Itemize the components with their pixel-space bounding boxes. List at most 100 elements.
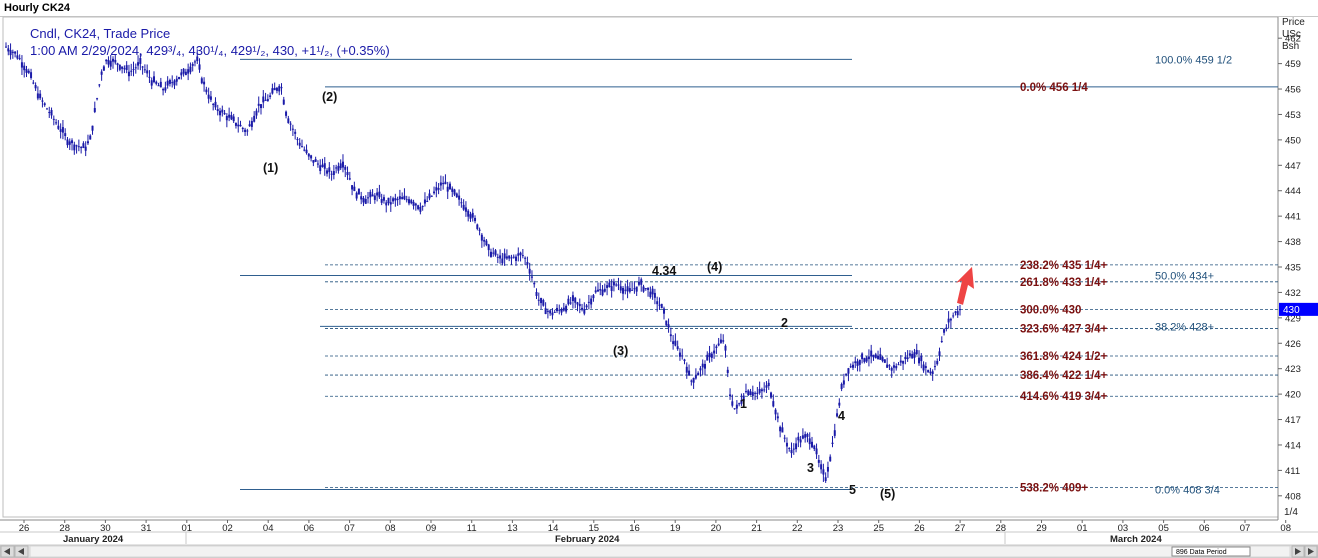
- fib-label: 323.6% 427 3/4+: [1020, 323, 1108, 335]
- scroll-left-button[interactable]: [0, 545, 15, 558]
- candle-body: [419, 207, 422, 212]
- candle-body: [831, 442, 834, 444]
- candle-body: [112, 58, 115, 62]
- horizontal-scrollbar[interactable]: 896 Data Period: [0, 544, 1318, 558]
- candle-body: [722, 340, 725, 342]
- candle-body: [811, 441, 814, 448]
- candle-body: [774, 409, 777, 415]
- candle-body: [640, 279, 643, 285]
- candle-body: [749, 391, 752, 395]
- data-period-label: 896 Data Period: [1176, 549, 1227, 556]
- candle-body: [845, 373, 848, 375]
- wave-label: 4.34: [652, 264, 676, 278]
- current-price-marker: 430: [1279, 302, 1318, 316]
- x-tick-label: 14: [548, 523, 559, 534]
- candle-body: [822, 469, 825, 475]
- candle-body: [754, 392, 757, 394]
- candle-body: [581, 307, 584, 310]
- candle-body: [738, 403, 741, 405]
- candle-body: [672, 341, 675, 345]
- candle-body: [271, 88, 274, 94]
- candle-body: [758, 388, 761, 393]
- candle-body: [915, 349, 918, 355]
- candle-body: [792, 448, 795, 450]
- candle-body: [321, 164, 324, 167]
- candle-body: [32, 82, 35, 84]
- candle-body: [291, 128, 294, 130]
- candle-body: [162, 89, 165, 91]
- candle-body: [335, 167, 338, 169]
- candle-body: [458, 195, 461, 200]
- candle-body: [303, 149, 306, 151]
- candle-body: [571, 295, 574, 302]
- candle-body: [446, 186, 449, 192]
- candle-body: [203, 81, 206, 85]
- candle-body: [949, 318, 952, 321]
- candle-body: [703, 363, 706, 369]
- candle-body: [430, 195, 433, 197]
- fib-label: 261.8% 433 1/4+: [1020, 277, 1108, 289]
- candle-body: [847, 368, 850, 374]
- candle-body: [808, 438, 811, 445]
- y-tick-label: 441: [1285, 212, 1301, 223]
- candle-body: [248, 124, 251, 127]
- candle-body: [460, 202, 463, 204]
- x-tick-label: 09: [426, 523, 437, 534]
- candle-body: [558, 309, 561, 311]
- candle-body: [266, 98, 269, 102]
- month-label: February 2024: [555, 534, 620, 545]
- candle-body: [25, 69, 28, 73]
- candle-body: [369, 191, 372, 198]
- candle-body: [455, 193, 458, 198]
- candle-body: [637, 281, 640, 285]
- candle-body: [870, 350, 873, 357]
- candle-body: [39, 93, 42, 99]
- window-title: Hourly CK24: [4, 2, 71, 14]
- x-tick-label: 01: [182, 523, 193, 534]
- candle-body: [879, 354, 882, 360]
- candle-body: [448, 183, 451, 190]
- candle-body: [760, 389, 763, 392]
- candle-body: [535, 292, 538, 296]
- scroll-left-step-button[interactable]: [14, 545, 29, 558]
- candle-body: [892, 365, 895, 368]
- candle-body: [137, 62, 140, 66]
- candle-body: [275, 87, 278, 91]
- candle-body: [82, 143, 85, 148]
- candle-body: [783, 437, 786, 439]
- candle-body: [285, 111, 288, 116]
- candle-body: [198, 64, 201, 70]
- candle-body: [96, 98, 99, 100]
- candle-body: [157, 85, 160, 87]
- candle-body: [328, 167, 331, 173]
- candle-body: [785, 442, 788, 447]
- candle-body: [569, 302, 572, 304]
- candle-body: [508, 255, 511, 259]
- candle-body: [355, 192, 358, 199]
- scroll-right-step-button[interactable]: [1304, 545, 1318, 558]
- scroll-right-button[interactable]: [1291, 545, 1305, 558]
- candle-body: [485, 240, 488, 246]
- candle-body: [735, 404, 738, 409]
- candle-body: [642, 286, 645, 292]
- candle-body: [178, 77, 181, 80]
- candle-body: [41, 100, 44, 102]
- candle-body: [610, 286, 613, 291]
- candle-body: [537, 299, 540, 301]
- candle-body: [899, 360, 902, 363]
- candle-body: [744, 391, 747, 393]
- chevron-left-icon: [18, 548, 24, 555]
- month-label: January 2024: [63, 534, 124, 545]
- candle-body: [503, 253, 506, 259]
- candle-body: [250, 121, 253, 127]
- candle-body: [528, 268, 531, 274]
- candle-body: [647, 287, 650, 290]
- candle-body: [731, 401, 734, 406]
- fib-label: 361.8% 424 1/2+: [1020, 351, 1108, 363]
- x-tick-label: 22: [792, 523, 803, 534]
- candle-body: [127, 71, 130, 77]
- candle-body: [296, 139, 299, 141]
- candle-body: [396, 198, 399, 200]
- candle-body: [34, 85, 37, 89]
